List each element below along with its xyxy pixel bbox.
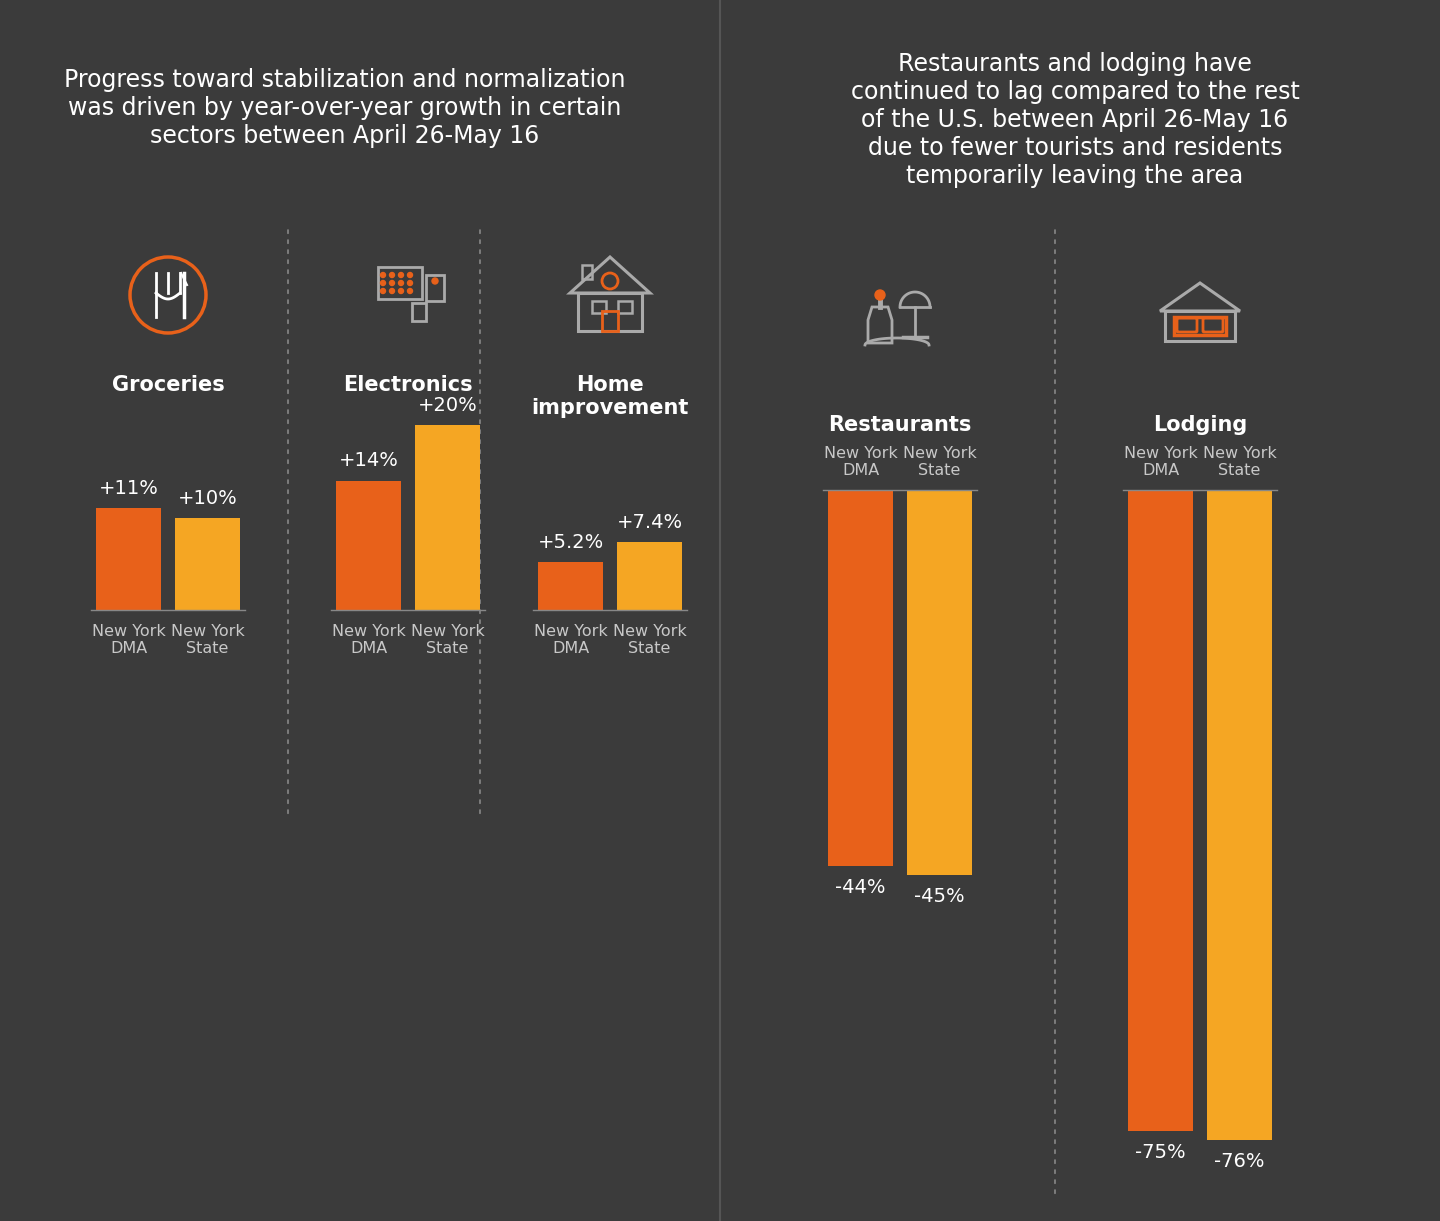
- Bar: [96, 508, 161, 610]
- Text: +14%: +14%: [338, 452, 399, 470]
- Bar: [1165, 311, 1236, 341]
- Bar: [1174, 317, 1225, 335]
- Text: +5.2%: +5.2%: [537, 532, 603, 552]
- Bar: [176, 518, 240, 610]
- Text: Home
improvement: Home improvement: [531, 375, 688, 419]
- Text: +11%: +11%: [98, 480, 158, 498]
- Circle shape: [389, 281, 395, 286]
- Text: -75%: -75%: [1135, 1143, 1185, 1162]
- Bar: [828, 490, 893, 867]
- Text: New York
State: New York State: [612, 624, 687, 657]
- Text: +10%: +10%: [177, 488, 238, 508]
- Circle shape: [432, 278, 438, 284]
- Bar: [1207, 490, 1272, 1140]
- Circle shape: [399, 281, 403, 286]
- Text: -76%: -76%: [1214, 1151, 1264, 1171]
- Text: Restaurants and lodging have
continued to lag compared to the rest
of the U.S. b: Restaurants and lodging have continued t…: [851, 53, 1299, 188]
- Circle shape: [380, 272, 386, 277]
- Text: Electronics: Electronics: [343, 375, 472, 396]
- Bar: [415, 425, 480, 610]
- Bar: [1128, 490, 1192, 1132]
- Bar: [412, 303, 426, 321]
- Text: New York
DMA: New York DMA: [92, 624, 166, 657]
- Bar: [577, 293, 642, 331]
- Circle shape: [380, 281, 386, 286]
- Bar: [592, 302, 606, 313]
- Bar: [616, 542, 683, 610]
- Circle shape: [399, 272, 403, 277]
- Circle shape: [408, 288, 412, 293]
- Text: New York
DMA: New York DMA: [824, 446, 897, 477]
- Circle shape: [399, 288, 403, 293]
- Text: +7.4%: +7.4%: [616, 513, 683, 531]
- Text: Progress toward stabilization and normalization
was driven by year-over-year gro: Progress toward stabilization and normal…: [65, 68, 626, 148]
- Text: New York
DMA: New York DMA: [534, 624, 608, 657]
- Bar: [618, 302, 632, 313]
- Circle shape: [389, 288, 395, 293]
- Text: Groceries: Groceries: [112, 375, 225, 396]
- Text: New York
DMA: New York DMA: [331, 624, 406, 657]
- Circle shape: [408, 281, 412, 286]
- Circle shape: [380, 288, 386, 293]
- Circle shape: [876, 291, 886, 300]
- Circle shape: [408, 272, 412, 277]
- Text: +20%: +20%: [418, 396, 478, 415]
- Text: New York
DMA: New York DMA: [1123, 446, 1198, 477]
- Text: New York
State: New York State: [1202, 446, 1276, 477]
- Bar: [539, 562, 603, 610]
- Text: Lodging: Lodging: [1153, 415, 1247, 435]
- Bar: [907, 490, 972, 875]
- Text: New York
State: New York State: [410, 624, 484, 657]
- Text: New York
State: New York State: [170, 624, 245, 657]
- Text: -44%: -44%: [835, 878, 886, 897]
- Bar: [377, 267, 422, 299]
- Text: -45%: -45%: [914, 886, 965, 906]
- Bar: [582, 265, 592, 280]
- Bar: [336, 481, 400, 610]
- Bar: [426, 275, 444, 302]
- Text: New York
State: New York State: [903, 446, 976, 477]
- Bar: [602, 311, 618, 331]
- Circle shape: [389, 272, 395, 277]
- Text: Restaurants: Restaurants: [828, 415, 972, 435]
